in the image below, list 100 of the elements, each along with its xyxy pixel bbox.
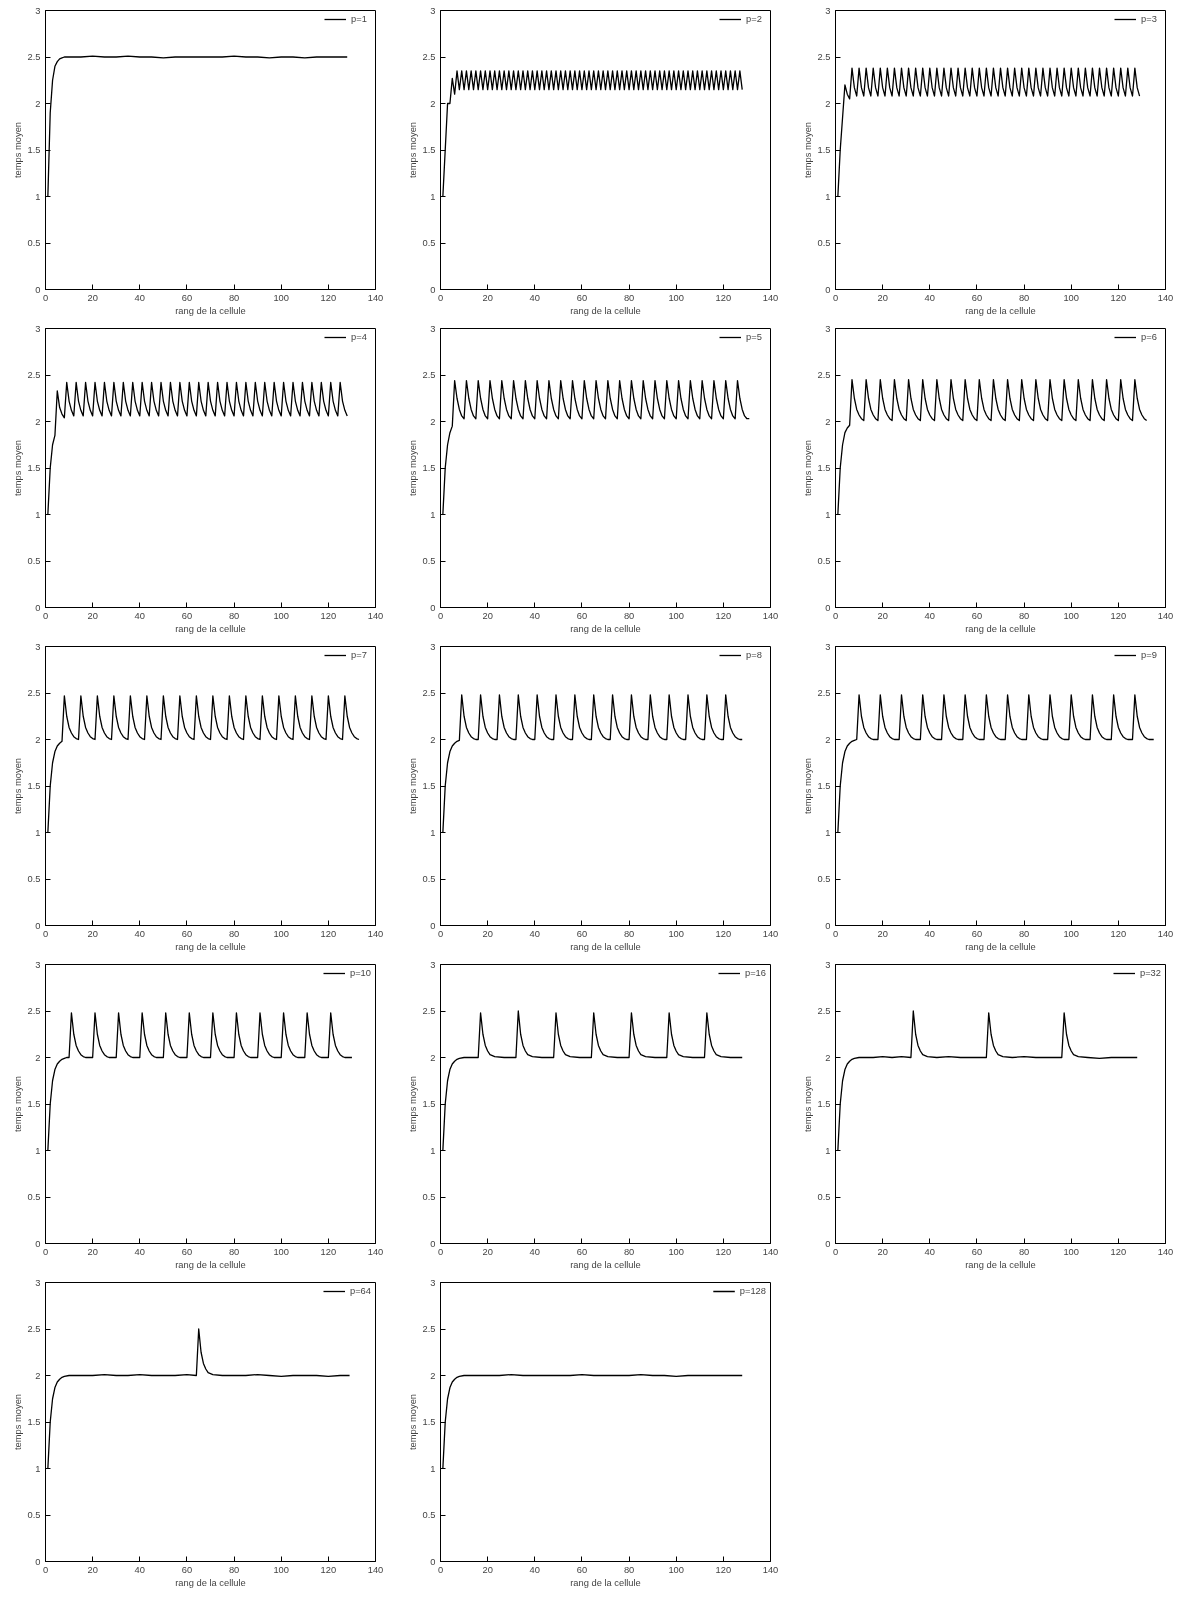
y-tick-label: 1.5 — [817, 781, 831, 791]
x-tick-label: 40 — [134, 1246, 145, 1257]
y-axis-title: temps moyen — [12, 440, 23, 496]
x-axis-title: rang de la cellule — [175, 623, 246, 634]
x-tick-label: 20 — [877, 928, 888, 939]
x-tick-label: 140 — [1157, 292, 1174, 303]
y-tick-label: 3 — [825, 641, 831, 652]
y-axis-title: temps moyen — [12, 1076, 23, 1132]
x-tick-label: 40 — [924, 928, 935, 939]
y-tick-label: 2 — [35, 416, 41, 427]
x-tick-label: 0 — [437, 1246, 444, 1257]
x-tick-label: 80 — [228, 610, 240, 621]
x-tick-label: 80 — [623, 1564, 635, 1575]
x-tick-label: 60 — [181, 610, 193, 621]
x-tick-label: 120 — [1110, 928, 1127, 939]
y-tick-label: 3 — [35, 959, 41, 970]
y-tick-label: 0 — [430, 920, 436, 931]
y-tick-label: 0 — [825, 284, 831, 295]
x-tick-label: 60 — [971, 1246, 983, 1257]
y-tick-label: 3 — [35, 5, 41, 16]
x-tick-label: 80 — [623, 610, 635, 621]
x-tick-label: 40 — [529, 928, 540, 939]
y-tick-label: 3 — [430, 959, 436, 970]
y-axis-title: temps moyen — [802, 758, 813, 814]
y-tick-label: 0.5 — [27, 874, 41, 884]
y-tick-label: 2 — [430, 416, 436, 427]
y-tick-label: 3 — [825, 323, 831, 334]
x-tick-label: 20 — [877, 292, 888, 303]
y-axis-title: temps moyen — [802, 1076, 813, 1132]
legend-label: p=1 — [351, 14, 368, 24]
y-axis-title: temps moyen — [802, 122, 813, 178]
y-tick-label: 1.5 — [422, 145, 436, 155]
x-tick-label: 100 — [273, 292, 290, 303]
y-tick-label: 1.5 — [422, 781, 436, 791]
x-tick-label: 120 — [320, 1246, 337, 1257]
legend-label: p=10 — [349, 968, 371, 978]
x-axis-title: rang de la cellule — [175, 941, 246, 952]
x-axis-title: rang de la cellule — [965, 623, 1036, 634]
x-tick-label: 100 — [1063, 928, 1080, 939]
y-tick-label: 0 — [430, 284, 436, 295]
x-tick-label: 0 — [437, 1564, 444, 1575]
y-tick-label: 0.5 — [817, 1192, 831, 1202]
y-tick-label: 2.5 — [422, 1324, 436, 1334]
x-tick-label: 80 — [623, 292, 635, 303]
y-tick-label: 1.5 — [27, 1417, 41, 1427]
x-axis-title: rang de la cellule — [965, 305, 1036, 316]
x-tick-label: 0 — [42, 1246, 49, 1257]
x-axis-title: rang de la cellule — [570, 1259, 641, 1270]
y-tick-label: 0.5 — [817, 874, 831, 884]
x-axis-title: rang de la cellule — [965, 941, 1036, 952]
y-tick-label: 2.5 — [422, 688, 436, 698]
y-tick-label: 1.5 — [422, 1099, 436, 1109]
y-axis-title: temps moyen — [407, 122, 418, 178]
x-axis-title: rang de la cellule — [175, 1577, 246, 1588]
x-tick-label: 60 — [181, 928, 193, 939]
y-tick-label: 1 — [35, 191, 41, 202]
y-axis-title: temps moyen — [12, 122, 23, 178]
y-tick-label: 1.5 — [422, 1417, 436, 1427]
x-tick-label: 20 — [87, 1246, 98, 1257]
legend-label: p=7 — [351, 650, 368, 660]
x-tick-label: 120 — [715, 1564, 732, 1575]
y-tick-label: 3 — [430, 641, 436, 652]
legend-label: p=5 — [746, 332, 763, 342]
y-tick-label: 0.5 — [422, 238, 436, 248]
y-axis-title: temps moyen — [802, 440, 813, 496]
y-tick-label: 3 — [430, 1277, 436, 1288]
x-axis-title: rang de la cellule — [570, 941, 641, 952]
y-tick-label: 0 — [825, 1238, 831, 1249]
y-tick-label: 1 — [825, 1145, 831, 1156]
y-tick-label: 1 — [430, 191, 436, 202]
y-axis-title: temps moyen — [407, 440, 418, 496]
x-tick-label: 120 — [1110, 610, 1127, 621]
x-tick-label: 80 — [228, 1246, 240, 1257]
x-tick-label: 20 — [482, 1564, 493, 1575]
y-tick-label: 2 — [825, 1052, 831, 1063]
x-tick-label: 0 — [42, 610, 49, 621]
x-tick-label: 60 — [576, 928, 588, 939]
x-tick-label: 100 — [668, 610, 685, 621]
x-axis-title: rang de la cellule — [175, 1259, 246, 1270]
x-tick-label: 60 — [181, 292, 193, 303]
x-tick-label: 60 — [181, 1246, 193, 1257]
y-tick-label: 0.5 — [27, 1510, 41, 1520]
x-tick-label: 20 — [482, 1246, 493, 1257]
y-tick-label: 1 — [825, 827, 831, 838]
y-tick-label: 1.5 — [817, 463, 831, 473]
y-tick-label: 0.5 — [422, 874, 436, 884]
y-tick-label: 3 — [430, 5, 436, 16]
legend-label: p=64 — [349, 1286, 371, 1296]
x-tick-label: 100 — [668, 1246, 685, 1257]
y-tick-label: 0.5 — [27, 238, 41, 248]
x-tick-label: 120 — [715, 928, 732, 939]
x-tick-label: 0 — [832, 292, 839, 303]
x-axis-title: rang de la cellule — [570, 305, 641, 316]
y-tick-label: 2 — [430, 1052, 436, 1063]
x-tick-label: 100 — [1063, 610, 1080, 621]
x-tick-label: 60 — [971, 292, 983, 303]
x-tick-label: 20 — [877, 1246, 888, 1257]
y-tick-label: 2.5 — [422, 52, 436, 62]
y-tick-label: 2.5 — [27, 370, 41, 380]
legend-label: p=6 — [1141, 332, 1158, 342]
